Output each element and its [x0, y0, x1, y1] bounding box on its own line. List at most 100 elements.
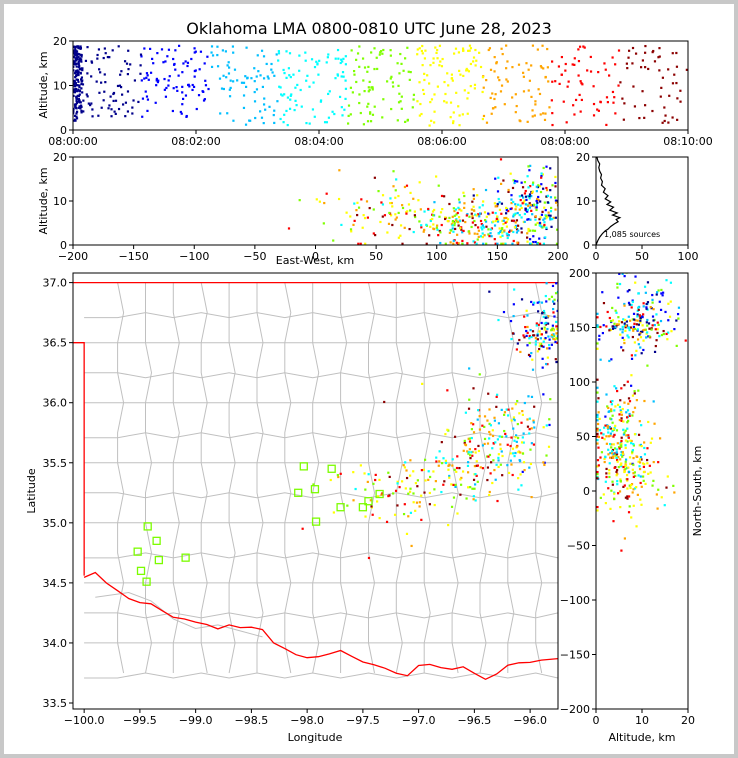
east-west-point: [431, 210, 435, 213]
east-west-point: [568, 193, 570, 195]
north-south-point: [631, 449, 635, 452]
map-point: [405, 532, 409, 535]
map-point: [537, 323, 540, 326]
time-height-point: [133, 79, 137, 82]
east-west-point: [429, 225, 432, 228]
east-west-point: [540, 183, 543, 186]
east-west-xtick-label: 0: [312, 250, 319, 263]
time-height-point: [185, 115, 188, 118]
east-west-point: [538, 237, 541, 240]
time-height-point: [428, 82, 431, 85]
north-south-point: [610, 409, 613, 412]
north-south-point: [638, 444, 641, 447]
time-height-point: [75, 117, 79, 120]
map-point: [475, 474, 478, 477]
time-height-point: [544, 112, 547, 115]
time-height-point: [283, 93, 286, 96]
map-point: [396, 480, 399, 483]
east-west-point: [413, 210, 416, 213]
time-height-point: [310, 58, 314, 61]
time-height-point: [300, 105, 303, 108]
map-ytick-label: 37.0: [43, 277, 68, 290]
east-west-point: [485, 242, 488, 245]
map-point: [372, 482, 375, 485]
east-west-point: [517, 229, 520, 232]
time-height-point: [467, 49, 470, 52]
map-point: [446, 428, 449, 431]
north-south-point: [623, 338, 626, 342]
time-height-point: [193, 75, 196, 78]
east-west-point: [443, 195, 446, 198]
time-height-point: [74, 48, 77, 51]
east-west-point: [418, 220, 421, 223]
time-height-point: [358, 101, 361, 105]
north-south-ytick-label: 150: [569, 322, 590, 335]
map-point: [332, 511, 335, 514]
time-height-point: [78, 101, 81, 104]
north-south-point: [619, 480, 622, 483]
map-point: [364, 515, 367, 518]
east-west-point: [490, 235, 493, 238]
time-height-ytick-label: 20: [53, 35, 67, 48]
time-height-point: [78, 105, 81, 108]
time-height-point: [224, 50, 227, 53]
north-south-point: [664, 310, 667, 314]
east-west-point: [432, 214, 435, 217]
map-point: [472, 478, 476, 481]
map-point: [536, 338, 539, 341]
time-height-point: [91, 108, 94, 111]
east-west-point: [389, 197, 392, 200]
east-west-point: [409, 191, 412, 195]
north-south-point: [669, 300, 672, 303]
map-point: [301, 527, 304, 530]
map-point: [560, 333, 562, 335]
time-height-point: [327, 116, 331, 119]
map-point: [563, 318, 565, 320]
time-height-point: [242, 106, 246, 110]
time-height-xtick-label: 08:02:00: [171, 135, 220, 148]
time-height-point: [342, 57, 345, 60]
time-height-point: [226, 64, 229, 67]
east-west-point: [523, 192, 527, 195]
east-west-point: [523, 212, 527, 216]
time-height-point: [204, 79, 207, 82]
map-point: [420, 518, 423, 521]
map-ytick-label: 34.0: [43, 637, 68, 650]
east-west-point: [526, 208, 529, 211]
east-west-point: [487, 212, 490, 215]
time-height-point: [539, 113, 542, 116]
east-west-point: [510, 198, 513, 201]
north-south-ytick-label: −200: [560, 703, 590, 716]
east-west-point: [561, 223, 563, 225]
map-point: [506, 443, 509, 446]
east-west-point: [357, 242, 360, 245]
time-height-point: [110, 115, 113, 118]
time-height-point: [623, 102, 626, 105]
north-south-point: [623, 341, 626, 345]
map-point: [561, 309, 563, 311]
map-point: [546, 363, 549, 366]
time-height-point: [541, 44, 544, 47]
east-west-point: [477, 229, 480, 232]
time-height-point: [492, 107, 495, 110]
east-west-point: [506, 218, 510, 221]
time-height-point: [80, 76, 84, 79]
time-height-point: [286, 96, 290, 99]
east-west-point: [456, 233, 459, 236]
map-point: [523, 315, 526, 318]
east-west-point: [409, 209, 412, 212]
time-height-point: [396, 62, 399, 65]
north-south-point: [623, 324, 627, 327]
time-height-point: [350, 49, 353, 52]
map-point: [518, 412, 521, 415]
east-west-point: [457, 198, 461, 201]
east-west-point: [355, 209, 358, 212]
east-west-point: [545, 195, 548, 198]
north-south-point: [622, 428, 625, 431]
time-height-point: [423, 78, 426, 82]
map-point: [554, 358, 557, 361]
map-point: [378, 478, 381, 482]
map-point: [507, 471, 511, 475]
map-point: [537, 310, 540, 313]
time-height-point: [368, 80, 371, 83]
